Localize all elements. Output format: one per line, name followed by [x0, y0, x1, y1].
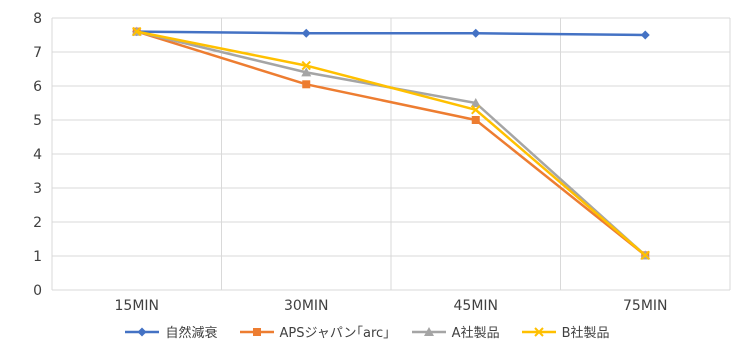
- legend-swatch-icon: [239, 327, 274, 336]
- legend-label: APSジャパン｢arc｣: [279, 326, 390, 341]
- data-point-series-0: [301, 28, 311, 38]
- legend-item: A社製品: [411, 322, 500, 341]
- legend-item: B社製品: [521, 322, 610, 341]
- legend-marker-icon: [533, 326, 544, 337]
- data-point-series-2: [301, 67, 312, 77]
- data-point-series-1: [302, 80, 311, 89]
- x-tick-label: 30MIN: [284, 298, 329, 314]
- data-point-series-2: [470, 98, 481, 107]
- legend-marker-icon: [137, 327, 147, 336]
- data-point-series-3: [132, 26, 142, 37]
- legend-item: APSジャパン｢arc｣: [239, 322, 390, 341]
- y-tick-label: 7: [33, 45, 42, 61]
- line-chart: 0 1 2 3 4 5 6 7 8 15MIN 30MIN 45MIN 75MIN: [33, 11, 731, 314]
- x-tick-label: 15MIN: [115, 298, 160, 314]
- y-tick-label: 5: [33, 113, 42, 129]
- series-line-3: [136, 30, 647, 257]
- series-line-0: [136, 30, 646, 37]
- data-point-series-0: [640, 30, 650, 40]
- legend-label: 自然減衰: [165, 326, 218, 341]
- legend-label: A社製品: [451, 326, 500, 341]
- y-tick-label: 3: [33, 181, 42, 197]
- y-tick-label: 8: [33, 11, 42, 27]
- legend-item: 自然減衰: [125, 322, 218, 341]
- y-tick-label: 6: [33, 79, 42, 95]
- legend-swatch-icon: [521, 326, 556, 337]
- data-point-series-3: [301, 60, 311, 71]
- x-tick-label: 75MIN: [623, 298, 668, 314]
- series-line-1: [136, 30, 647, 257]
- data-point-series-3: [471, 105, 481, 115]
- legend-marker-icon: [252, 327, 261, 336]
- data-point-series-1: [471, 116, 480, 124]
- legend-swatch-icon: [125, 327, 160, 336]
- data-point-series-3: [640, 250, 650, 261]
- x-tick-label: 45MIN: [454, 298, 499, 314]
- y-tick-label: 0: [33, 283, 42, 299]
- y-tick-label: 2: [33, 215, 42, 231]
- data-point-series-0: [471, 28, 481, 38]
- y-tick-label: 4: [33, 147, 42, 163]
- legend-swatch-icon: [411, 326, 446, 336]
- chart-legend: 自然減衰 APSジャパン｢arc｣ A社製品 B社製品: [0, 322, 735, 341]
- y-tick-label: 1: [33, 249, 42, 265]
- legend-marker-icon: [423, 326, 434, 336]
- legend-label: B社製品: [561, 326, 610, 341]
